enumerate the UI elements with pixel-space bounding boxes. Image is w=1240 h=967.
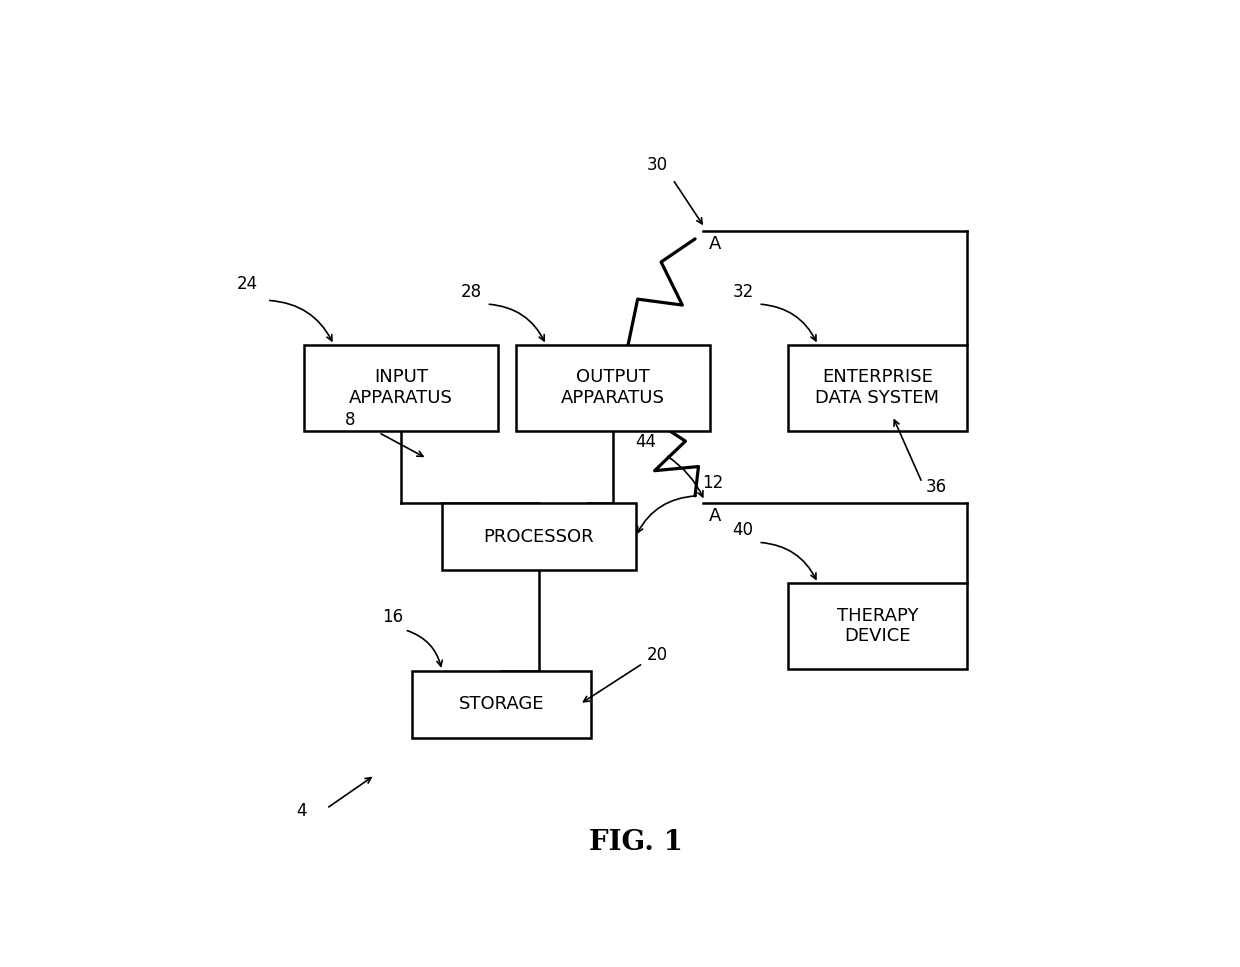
- Text: A: A: [708, 507, 720, 525]
- Text: STORAGE: STORAGE: [459, 695, 544, 714]
- Text: FIG. 1: FIG. 1: [589, 829, 682, 856]
- Text: 44: 44: [635, 433, 656, 452]
- Text: ENTERPRISE
DATA SYSTEM: ENTERPRISE DATA SYSTEM: [816, 368, 940, 407]
- Text: 32: 32: [733, 282, 754, 301]
- Bar: [441, 503, 635, 571]
- Text: 30: 30: [647, 156, 668, 174]
- Text: 28: 28: [460, 282, 481, 301]
- Text: OUTPUT
APPARATUS: OUTPUT APPARATUS: [562, 368, 665, 407]
- Text: 12: 12: [703, 475, 724, 492]
- Bar: [412, 671, 590, 738]
- Text: 20: 20: [647, 646, 668, 663]
- Bar: [789, 583, 967, 669]
- Text: A: A: [708, 235, 720, 253]
- Text: 24: 24: [237, 276, 258, 293]
- Text: THERAPY
DEVICE: THERAPY DEVICE: [837, 606, 919, 646]
- Text: 4: 4: [296, 802, 308, 820]
- Bar: [516, 345, 711, 430]
- Bar: [789, 345, 967, 430]
- Bar: [304, 345, 497, 430]
- Text: 8: 8: [345, 411, 356, 429]
- Text: 16: 16: [382, 608, 403, 627]
- Text: 40: 40: [733, 521, 753, 539]
- Text: 36: 36: [926, 478, 947, 496]
- Text: PROCESSOR: PROCESSOR: [484, 528, 594, 545]
- Text: INPUT
APPARATUS: INPUT APPARATUS: [348, 368, 453, 407]
